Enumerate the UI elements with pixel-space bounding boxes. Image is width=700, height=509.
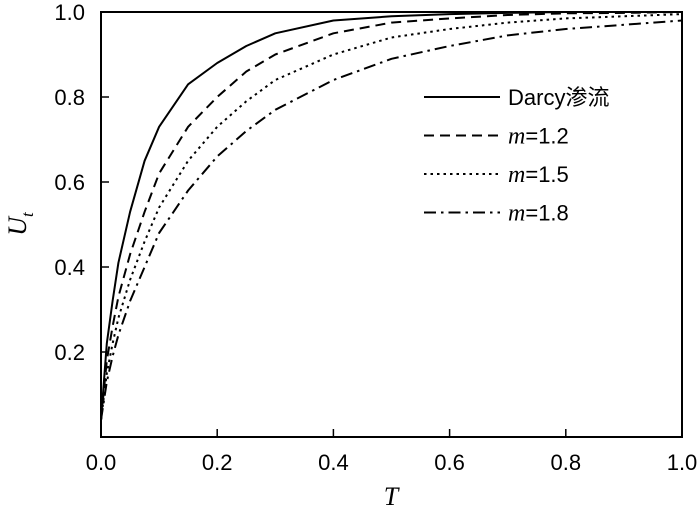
- legend-label-1: Darcy渗流: [508, 85, 609, 110]
- y-tick-label: 0.6: [54, 170, 85, 195]
- ticks-layer: 0.0 0.2 0.4 0.6 0.8 1.0 0.2 0.4 0.6 0.8 1.0: [54, 0, 697, 475]
- legend-label-prefix: m: [508, 124, 525, 150]
- y-axis-title-group: Ut: [3, 211, 37, 236]
- legend-label-3: m=1.5: [508, 162, 569, 188]
- series-layer: [100, 11, 683, 421]
- legend-label-main: =1.2: [525, 124, 568, 149]
- x-tick-label: 1.0: [667, 450, 698, 475]
- x-tick-label: 0.4: [318, 450, 349, 475]
- x-tick-label: 0.8: [551, 450, 582, 475]
- y-axis-title-subscript: t: [18, 211, 37, 217]
- y-tick-label: 0.4: [54, 255, 85, 280]
- x-tick-label: 0.6: [434, 450, 465, 475]
- legend-label-prefix: m: [508, 201, 525, 227]
- series-line-2: [100, 11, 683, 421]
- series-line-3: [100, 13, 683, 421]
- series-line-1: [100, 11, 682, 421]
- legend-label-4: m=1.8: [508, 201, 569, 227]
- x-tick-label: 0.0: [86, 450, 117, 475]
- y-axis-title: Ut: [3, 211, 37, 236]
- y-axis-title-main: U: [3, 215, 32, 236]
- x-axis-title: T: [384, 482, 400, 509]
- legend-label-2: m=1.2: [508, 124, 569, 150]
- legend-label-prefix: m: [508, 162, 525, 188]
- y-tick-label: 0.2: [54, 340, 85, 365]
- legend-label-main: =1.5: [525, 162, 568, 187]
- series-line-4: [100, 19, 683, 421]
- y-tick-label: 0.8: [54, 85, 85, 110]
- legend-label-main: =1.8: [525, 201, 568, 226]
- plot-frame: [100, 11, 683, 438]
- x-tick-label: 0.2: [202, 450, 233, 475]
- y-tick-label: 1.0: [54, 0, 85, 25]
- legend-label-main: Darcy渗流: [508, 85, 609, 110]
